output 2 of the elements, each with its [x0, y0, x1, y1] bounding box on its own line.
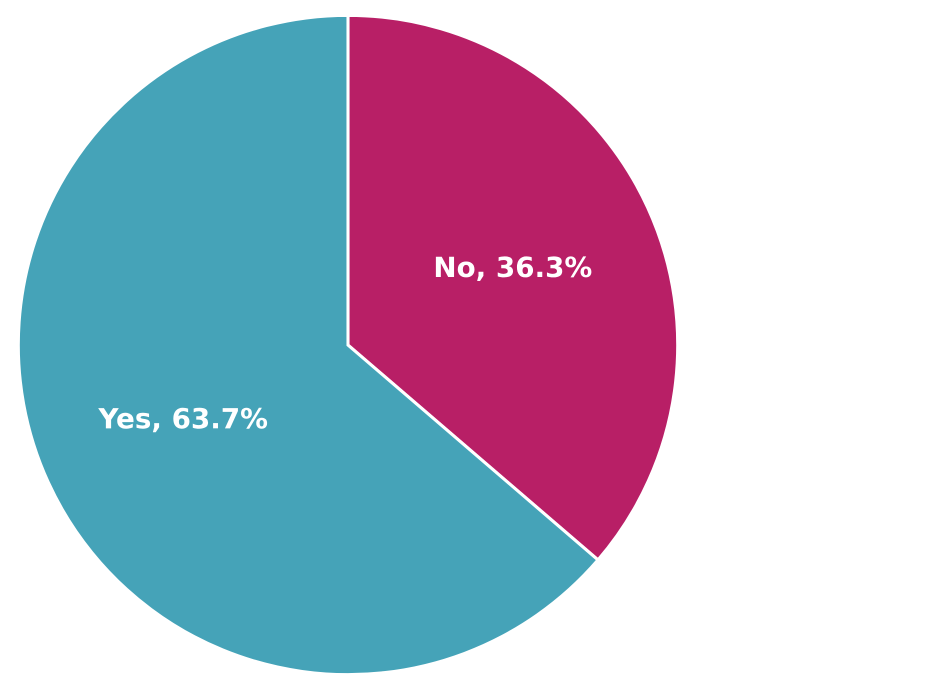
slice-label: Yes, 63.7% [98, 408, 268, 432]
slice-label: No, 36.3% [436, 256, 592, 281]
